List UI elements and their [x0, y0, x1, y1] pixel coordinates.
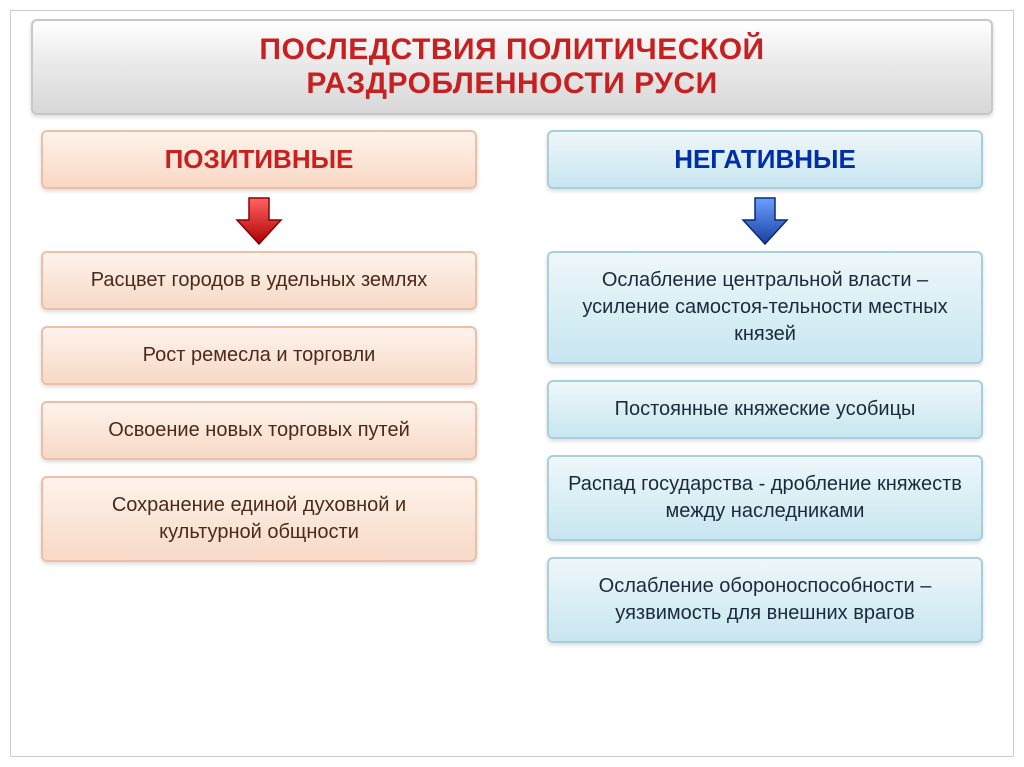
title-line1: ПОСЛЕДСТВИЯ ПОЛИТИЧЕСКОЙ	[53, 33, 971, 67]
negative-item: Распад государства - дробление княжеств …	[547, 455, 983, 541]
negative-item: Постоянные княжеские усобицы	[547, 380, 983, 439]
title-line2: РАЗДРОБЛЕННОСТИ РУСИ	[53, 67, 971, 101]
negative-column: НЕГАТИВНЫЕ Ослабление центральной власти…	[547, 130, 983, 659]
diagram-container: ПОСЛЕДСТВИЯ ПОЛИТИЧЕСКОЙ РАЗДРОБЛЕННОСТИ…	[10, 10, 1014, 757]
columns-row: ПОЗИТИВНЫЕ Расцвет городов в удельных зе…	[11, 130, 1013, 659]
positive-item: Рост ремесла и торговли	[41, 326, 477, 385]
page-title: ПОСЛЕДСТВИЯ ПОЛИТИЧЕСКОЙ РАЗДРОБЛЕННОСТИ…	[31, 19, 993, 115]
negative-header: НЕГАТИВНЫЕ	[547, 130, 983, 189]
positive-item: Освоение новых торговых путей	[41, 401, 477, 460]
arrow-down-icon	[737, 192, 793, 248]
negative-item: Ослабление обороноспособности – уязвимос…	[547, 557, 983, 643]
arrow-down-icon	[231, 192, 287, 248]
negative-item: Ослабление центральной власти – усиление…	[547, 251, 983, 364]
arrow-down-blue	[737, 189, 793, 251]
positive-item: Расцвет городов в удельных землях	[41, 251, 477, 310]
positive-header: ПОЗИТИВНЫЕ	[41, 130, 477, 189]
positive-item: Сохранение единой духовной и культурной …	[41, 476, 477, 562]
positive-column: ПОЗИТИВНЫЕ Расцвет городов в удельных зе…	[41, 130, 477, 659]
arrow-down-red	[231, 189, 287, 251]
